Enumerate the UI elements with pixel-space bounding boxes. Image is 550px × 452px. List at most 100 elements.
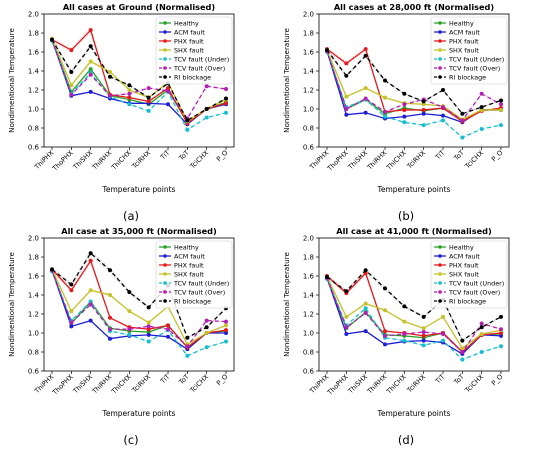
data-point [441, 314, 445, 319]
series-line [51, 269, 227, 346]
data-point [402, 319, 407, 324]
legend-marker [163, 290, 167, 294]
data-point [441, 338, 445, 343]
data-point [108, 69, 112, 74]
data-point [224, 319, 228, 324]
data-point [421, 123, 426, 128]
y-axis-label: Nondimentional Temperature [282, 252, 291, 357]
x-tick-label: ThoPHX [50, 372, 75, 397]
x-tick-label: TciRHX [130, 372, 153, 395]
y-tick-label: 1.2 [28, 87, 39, 95]
x-tick-label: P_O [215, 373, 229, 387]
background-trace [326, 280, 502, 360]
chart-panel-2: All cases at 28,000 ft (Normalised) 0.6 0.… [282, 2, 510, 223]
data-point [402, 120, 407, 125]
data-point [108, 268, 112, 273]
panel-label: (d) [398, 433, 414, 447]
data-point [460, 111, 465, 116]
data-point [127, 309, 132, 314]
data-point [88, 288, 93, 293]
x-tick-label: TiT [158, 372, 172, 386]
data-point [344, 107, 349, 111]
data-point [127, 91, 132, 96]
legend-box [155, 240, 233, 309]
data-point [363, 47, 368, 52]
legend-entry: ACM fault [449, 28, 480, 36]
data-point [479, 350, 484, 354]
y-tick-label: 0.8 [28, 125, 39, 133]
data-point [166, 88, 170, 93]
data-point [363, 96, 368, 101]
y-tick-label: 1.4 [303, 292, 315, 300]
y-tick-label: 2.0 [303, 11, 314, 19]
data-point [421, 102, 426, 107]
x-tick-label: ThoPHX [325, 372, 350, 397]
chart-title: All cases at Ground (Normalised) [63, 2, 216, 12]
data-point [479, 325, 484, 330]
legend-entry: TCV fault (Over) [173, 288, 225, 296]
data-point [224, 101, 228, 106]
data-point [460, 357, 465, 362]
data-point [69, 324, 74, 329]
data-point [146, 108, 151, 113]
data-point [224, 110, 228, 115]
x-tick-label: TiT [433, 372, 447, 386]
legend-entry: Healthy [449, 243, 474, 251]
data-point [146, 86, 151, 91]
legend-entry: Healthy [174, 19, 199, 27]
legend-entry: PHX fault [449, 261, 479, 269]
data-point [460, 118, 465, 123]
y-tick-label: 1.6 [28, 49, 40, 57]
y-tick-label: 1.6 [303, 273, 315, 281]
data-point [479, 91, 484, 96]
data-point [88, 302, 93, 307]
data-point [127, 332, 132, 337]
legend-entry: TCV fault (Under) [173, 279, 229, 287]
series-line [326, 277, 502, 355]
plot-frame [43, 13, 235, 148]
y-axis-label: Nondimentional Temperature [282, 28, 291, 133]
x-tick-label: TciCHX [188, 148, 211, 171]
series-ri-blockage [325, 48, 503, 116]
legend-marker [438, 290, 442, 294]
data-point [204, 345, 209, 350]
chart-panel-3: All case at 35,000 ft (Normalised) 0.6 0.8… [7, 226, 235, 447]
data-point [166, 334, 170, 339]
legend-entry: TCV fault (Over) [448, 64, 500, 72]
background-trace [51, 37, 227, 122]
legend-entry: TCV fault (Over) [448, 288, 500, 296]
legend-marker [163, 39, 167, 43]
legend-entry: PHX fault [174, 261, 204, 269]
y-tick-label: 1.8 [303, 254, 314, 262]
data-point [69, 309, 74, 314]
data-point [204, 115, 209, 120]
data-point [344, 94, 349, 99]
y-tick-label: 1.0 [303, 106, 314, 114]
data-point [344, 61, 349, 66]
data-point [383, 329, 387, 334]
series-line [326, 277, 502, 353]
series-tcv-fault-over [50, 268, 228, 349]
legend-marker [438, 272, 442, 276]
legend-entry: RI blockage [174, 297, 211, 305]
x-tick-label: ToT [177, 372, 192, 387]
data-point [421, 107, 426, 112]
legend-entry: SHX fault [449, 270, 479, 278]
legend-marker [163, 272, 167, 276]
data-point [88, 59, 93, 64]
data-point [344, 112, 349, 117]
data-point [88, 318, 93, 323]
y-tick-label: 1.0 [28, 330, 39, 338]
data-point [204, 318, 209, 323]
y-tick-label: 1.2 [303, 87, 314, 95]
data-point [166, 86, 170, 91]
x-tick-label: P_O [490, 373, 504, 387]
data-point [421, 333, 426, 338]
data-point [127, 83, 132, 88]
data-point [460, 350, 465, 354]
data-point [146, 330, 151, 335]
y-tick-label: 1.0 [303, 330, 314, 338]
background-trace [326, 49, 502, 115]
legend-marker [163, 57, 167, 61]
